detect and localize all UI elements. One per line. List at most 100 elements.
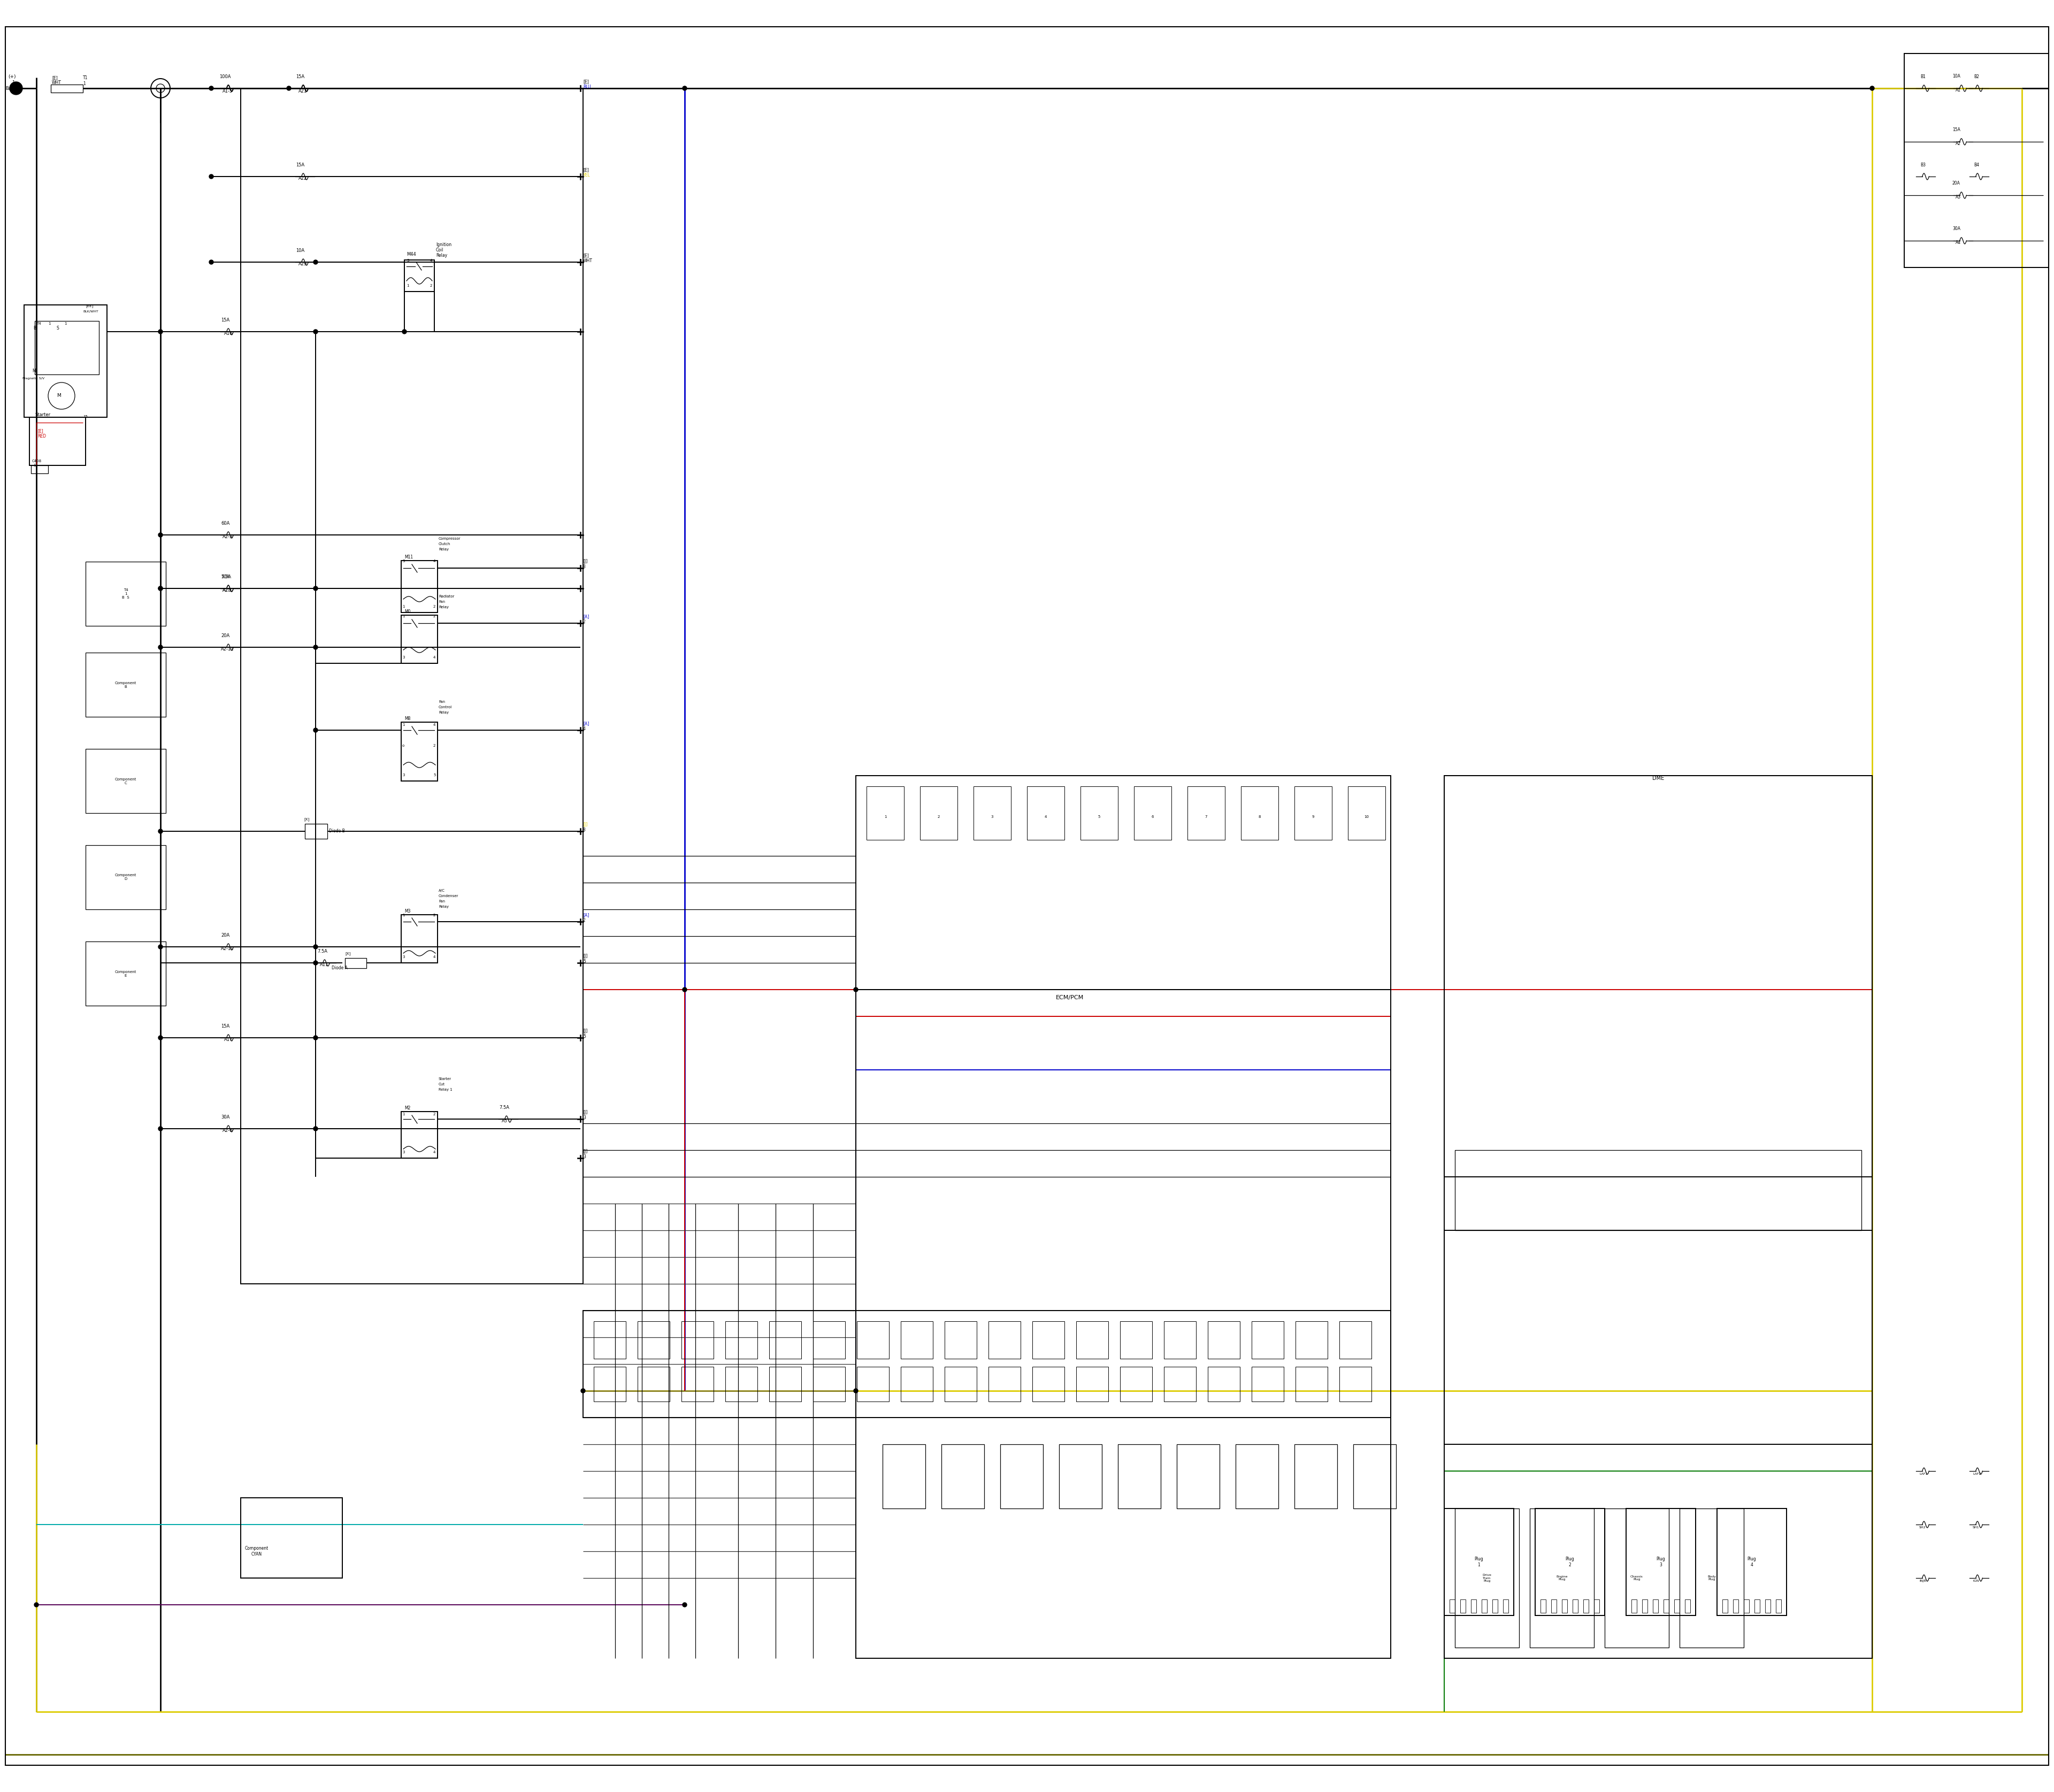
Text: 6: 6 [1152, 815, 1154, 819]
Text: 5: 5 [583, 1034, 585, 1039]
Text: 15A: 15A [222, 1023, 230, 1029]
Bar [594, 1367, 626, 1401]
Bar [1764, 1600, 1771, 1613]
Bar [401, 615, 438, 663]
Text: A25: A25 [222, 588, 232, 593]
Circle shape [158, 830, 162, 833]
Text: M2: M2 [405, 1106, 411, 1111]
Text: C408: C408 [33, 459, 41, 462]
Bar [1641, 1600, 1647, 1613]
Bar [401, 722, 438, 781]
Text: Battery: Battery [6, 86, 23, 91]
Bar [1347, 787, 1384, 840]
Circle shape [1869, 86, 1873, 90]
Text: [E]: [E] [37, 428, 43, 434]
Bar [405, 260, 433, 292]
Text: [J]: [J] [583, 559, 587, 564]
Circle shape [854, 987, 859, 991]
Bar [1165, 1367, 1195, 1401]
Text: 2: 2 [937, 815, 941, 819]
Bar [768, 1367, 801, 1401]
Circle shape [158, 586, 162, 591]
Circle shape [682, 86, 686, 90]
Text: WHT: WHT [51, 81, 62, 84]
Text: 4: 4 [583, 726, 585, 731]
Bar [1076, 1367, 1109, 1401]
Circle shape [314, 728, 318, 733]
Circle shape [158, 1127, 162, 1131]
Bar [1717, 1509, 1787, 1615]
Text: [X]: [X] [304, 817, 310, 821]
Text: T4: T4 [37, 323, 41, 324]
Bar [1481, 1600, 1487, 1613]
Circle shape [288, 86, 292, 90]
Text: 15A: 15A [296, 163, 304, 167]
Text: 2: 2 [433, 606, 435, 607]
Bar [867, 787, 904, 840]
Text: T1: T1 [82, 75, 88, 81]
Text: 8: 8 [1259, 815, 1261, 819]
Circle shape [158, 532, 162, 538]
Bar [637, 1321, 670, 1358]
Text: A11: A11 [320, 962, 329, 968]
Bar [1296, 1367, 1327, 1401]
Text: 3: 3 [407, 258, 409, 262]
Text: A2-1: A2-1 [222, 588, 232, 593]
Text: Relay: Relay [435, 253, 448, 258]
Text: 3: 3 [990, 815, 994, 819]
Text: 15A: 15A [222, 317, 230, 323]
Text: Plug
2: Plug 2 [1565, 1557, 1573, 1568]
Text: M44: M44 [407, 253, 417, 256]
Text: YEL: YEL [583, 172, 589, 177]
Text: [E]: [E] [51, 75, 58, 81]
Text: 9: 9 [1313, 815, 1315, 819]
Bar [945, 1321, 978, 1358]
Bar [1653, 1600, 1658, 1613]
Text: A29: A29 [298, 262, 308, 267]
Text: Component
E: Component E [115, 969, 136, 977]
Circle shape [314, 330, 318, 333]
Text: 4: 4 [1045, 815, 1048, 819]
Text: IGN: IGN [1972, 1579, 1978, 1582]
Bar [768, 1321, 801, 1358]
Text: Component
C: Component C [115, 778, 136, 785]
Text: RED: RED [37, 434, 45, 439]
Text: o: o [403, 744, 405, 747]
Bar [920, 787, 957, 840]
Bar [813, 1321, 844, 1358]
Text: B: B [33, 326, 35, 330]
Circle shape [581, 1389, 585, 1392]
Text: 1: 1 [403, 914, 405, 918]
Text: Condenser: Condenser [440, 894, 458, 898]
Bar [974, 787, 1011, 840]
Text: Diode A: Diode A [331, 966, 347, 969]
Bar [86, 941, 166, 1005]
Bar [1493, 1600, 1497, 1613]
Text: [A]: [A] [583, 615, 589, 618]
Bar [1060, 1444, 1101, 1509]
Bar [1504, 1600, 1508, 1613]
Text: [J]: [J] [583, 1029, 587, 1034]
Text: 7.5A: 7.5A [222, 575, 230, 579]
Text: 2: 2 [429, 285, 433, 287]
Bar [1450, 1600, 1454, 1613]
Text: Plug
4: Plug 4 [1748, 1557, 1756, 1568]
Circle shape [158, 586, 162, 591]
Text: 4: 4 [433, 724, 435, 726]
Bar [1241, 787, 1278, 840]
Bar [1134, 787, 1171, 840]
Circle shape [210, 174, 214, 179]
Bar [1680, 1509, 1744, 1647]
Bar [1584, 1600, 1588, 1613]
Text: B1: B1 [1920, 73, 1925, 79]
Text: A3: A3 [1955, 195, 1962, 199]
Text: SH1: SH1 [1972, 1527, 1980, 1529]
Text: 1: 1 [82, 81, 86, 86]
Bar [1573, 1600, 1577, 1613]
Text: T4
1
B  S: T4 1 B S [121, 588, 129, 599]
Text: [X]: [X] [345, 952, 351, 955]
Text: 7.5A: 7.5A [316, 950, 327, 953]
Text: 4: 4 [433, 955, 435, 959]
Text: M8: M8 [405, 717, 411, 720]
Text: 5: 5 [1099, 815, 1101, 819]
